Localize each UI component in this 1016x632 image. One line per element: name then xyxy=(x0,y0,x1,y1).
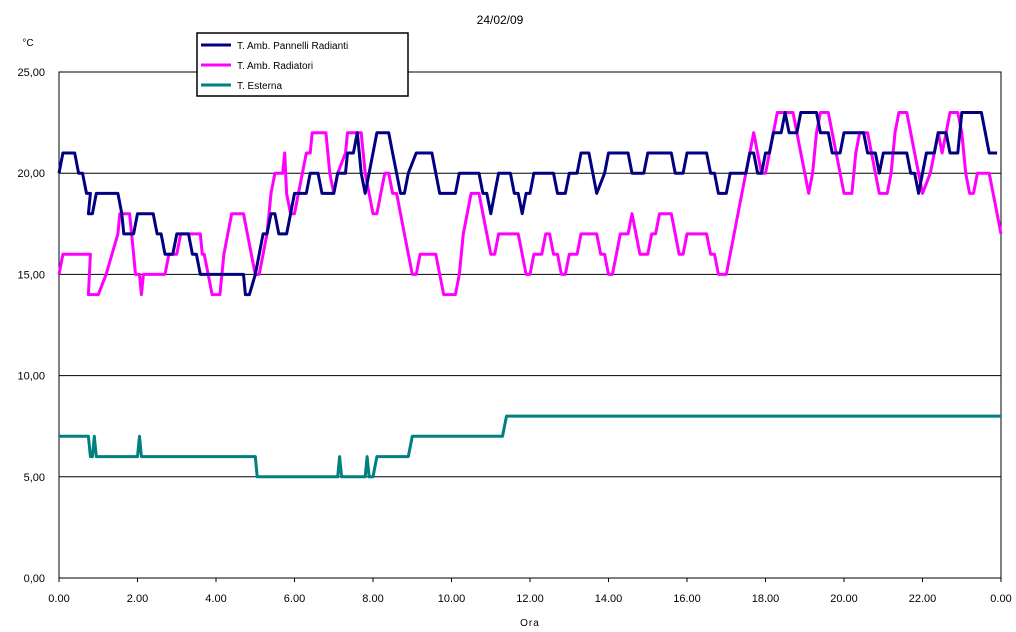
y-tick-label: 5,00 xyxy=(24,472,45,484)
y-axis-label: °C xyxy=(22,38,33,49)
series-line-pannelli-radianti xyxy=(57,111,998,297)
y-tick-label: 0,00 xyxy=(24,573,45,585)
legend-entry-label: T. Amb. Pannelli Radianti xyxy=(237,41,348,52)
x-tick-label: 0.00 xyxy=(990,593,1011,605)
x-tick-label: 4.00 xyxy=(205,593,226,605)
y-tick-labels: 0,00 5,00 10,00 15,00 20,00 25,00 xyxy=(17,67,45,585)
legend-box xyxy=(196,32,409,97)
x-tick-label: 14.00 xyxy=(595,593,623,605)
series-lines xyxy=(57,111,1003,479)
legend-entry-label: T. Amb. Radiatori xyxy=(237,61,313,72)
x-tick-label: 18.00 xyxy=(752,593,780,605)
x-tick-label: 20.00 xyxy=(830,593,858,605)
series-line-esterna xyxy=(59,414,1001,479)
gridlines xyxy=(59,71,1001,579)
x-tick-label: 16.00 xyxy=(673,593,701,605)
series-line-radiatori xyxy=(57,111,1003,297)
y-tick-label: 15,00 xyxy=(17,269,45,281)
x-tick-label: 2.00 xyxy=(127,593,148,605)
y-tick-label: 25,00 xyxy=(17,67,45,79)
legend-entry-label: T. Esterna xyxy=(237,81,282,92)
x-tick-label: 8.00 xyxy=(362,593,383,605)
y-tick-label: 10,00 xyxy=(17,371,45,383)
chart-title: 24/02/09 xyxy=(477,13,524,27)
x-tick-label: 6.00 xyxy=(284,593,305,605)
x-tick-label: 22.00 xyxy=(909,593,937,605)
x-axis-label: Ora xyxy=(520,618,540,629)
x-tick-labels: 0.00 2.00 4.00 6.00 8.00 10.00 12.00 14.00 16.00… xyxy=(48,578,1012,605)
x-tick-label: 10.00 xyxy=(438,593,466,605)
y-tick-label: 20,00 xyxy=(17,168,45,180)
x-tick-label: 12.00 xyxy=(516,593,544,605)
plot-area xyxy=(58,71,1002,579)
legend: T. Amb. Pannelli Radianti T. Amb. Radiato… xyxy=(196,32,409,97)
x-tick-label: 0.00 xyxy=(48,593,69,605)
